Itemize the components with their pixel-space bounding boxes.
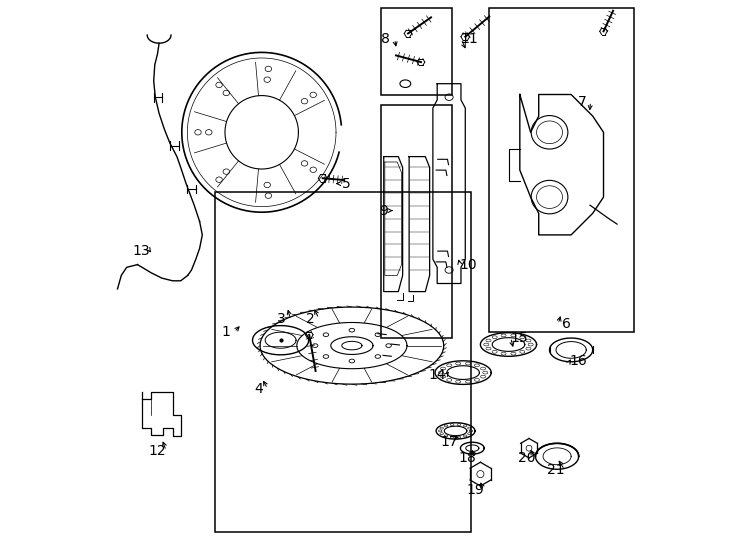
Text: 3: 3 — [277, 312, 286, 326]
Text: 17: 17 — [440, 435, 458, 449]
Text: 16: 16 — [570, 354, 587, 368]
Bar — [215, 192, 470, 532]
Text: 5: 5 — [342, 177, 351, 191]
Text: 14: 14 — [429, 368, 446, 382]
Text: 1: 1 — [221, 325, 230, 339]
Text: 19: 19 — [466, 483, 484, 497]
Text: 13: 13 — [132, 244, 150, 258]
Text: 20: 20 — [517, 451, 535, 465]
Text: 2: 2 — [306, 312, 315, 326]
Text: 9: 9 — [379, 204, 388, 218]
Text: 4: 4 — [255, 382, 264, 396]
Text: 8: 8 — [382, 32, 390, 46]
Text: 6: 6 — [562, 317, 571, 331]
Bar — [380, 8, 452, 94]
Text: 21: 21 — [547, 463, 564, 477]
Text: 15: 15 — [510, 330, 528, 345]
Text: 7: 7 — [578, 94, 586, 109]
Text: 12: 12 — [149, 444, 167, 458]
Text: 11: 11 — [461, 32, 479, 46]
Bar — [489, 8, 634, 332]
Text: 18: 18 — [458, 451, 476, 465]
Bar — [380, 105, 452, 338]
Text: 10: 10 — [459, 258, 477, 272]
